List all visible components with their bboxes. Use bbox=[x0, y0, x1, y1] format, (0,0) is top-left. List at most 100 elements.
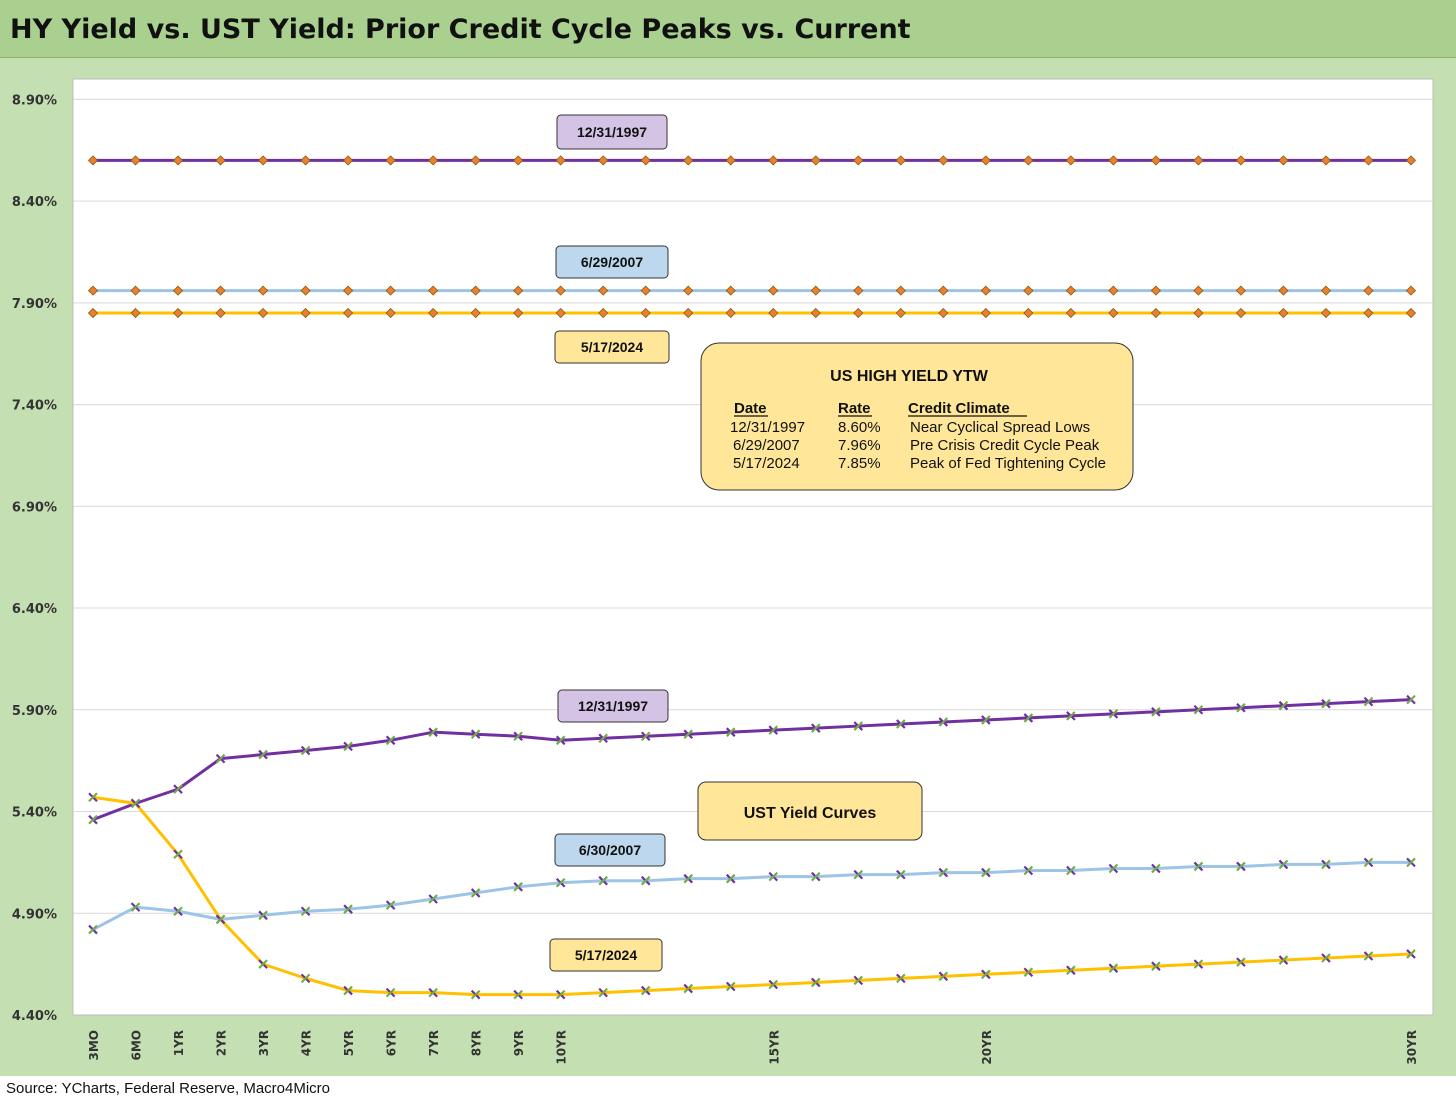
hy-point bbox=[1320, 285, 1332, 296]
hy-point bbox=[1320, 307, 1332, 319]
ust-point bbox=[470, 888, 481, 898]
hy-table-cell: 12/31/1997 bbox=[730, 419, 805, 436]
ust-point bbox=[1193, 861, 1204, 872]
ust-point bbox=[1066, 711, 1076, 721]
hy-point bbox=[598, 155, 609, 166]
hy-point bbox=[1405, 285, 1417, 296]
ust-point bbox=[1151, 707, 1161, 717]
ust-point bbox=[385, 900, 396, 910]
ust-point bbox=[598, 733, 608, 744]
ust-point bbox=[981, 969, 991, 980]
hy-point bbox=[343, 307, 354, 319]
hy-point bbox=[385, 285, 396, 296]
hy-point bbox=[725, 285, 736, 296]
ust-point bbox=[1363, 696, 1374, 707]
hy-point bbox=[895, 307, 906, 319]
hy-point bbox=[343, 285, 354, 296]
hy-point bbox=[343, 155, 354, 166]
ust-point bbox=[640, 985, 651, 996]
ust-point bbox=[513, 882, 523, 892]
ust-series-line bbox=[92, 860, 1411, 931]
y-tick-label: 6.40% bbox=[12, 602, 57, 617]
ust-point bbox=[640, 875, 651, 886]
hy-point bbox=[555, 307, 566, 319]
ust-point bbox=[385, 735, 396, 746]
x-tick-label: 6MO bbox=[130, 1030, 144, 1061]
hy-point bbox=[895, 155, 906, 166]
ust-point bbox=[981, 867, 991, 878]
ust-point bbox=[810, 871, 821, 882]
hy-point bbox=[1193, 285, 1204, 296]
ust-point bbox=[385, 987, 396, 998]
ust-point bbox=[1108, 863, 1119, 874]
ust-point bbox=[343, 985, 353, 996]
hy-point bbox=[428, 155, 439, 166]
ust-point bbox=[1151, 863, 1161, 874]
ust-point bbox=[343, 741, 353, 752]
ust-label-1997: 12/31/1997 bbox=[578, 698, 648, 714]
ust-point bbox=[1236, 702, 1246, 713]
ust-point bbox=[513, 731, 523, 742]
plot-area bbox=[72, 78, 1434, 1016]
hy-point bbox=[1405, 307, 1417, 319]
hy-point bbox=[215, 307, 226, 319]
hy-point bbox=[980, 307, 991, 319]
hy-point bbox=[470, 307, 481, 319]
ust-point bbox=[215, 914, 226, 925]
hy-point bbox=[130, 307, 141, 319]
hy-label-1997-box bbox=[556, 114, 668, 150]
ust-label-2007: 6/30/2007 bbox=[579, 842, 641, 858]
hy-point bbox=[980, 155, 991, 166]
hy-point bbox=[1235, 285, 1247, 296]
ust-point bbox=[640, 731, 651, 742]
hy-table-column-header: Credit Climate bbox=[908, 400, 1010, 417]
ust-point bbox=[1278, 859, 1289, 870]
ust-point bbox=[555, 735, 566, 746]
x-tick-label: 9YR bbox=[512, 1030, 526, 1056]
hy-point bbox=[215, 285, 226, 296]
ust-point bbox=[428, 894, 438, 904]
ust-point bbox=[1406, 949, 1416, 959]
hy-point bbox=[683, 307, 694, 319]
ust-point bbox=[725, 727, 736, 737]
title-bar: HY Yield vs. UST Yield: Prior Credit Cyc… bbox=[0, 0, 1456, 58]
ust-point bbox=[768, 979, 779, 990]
y-tick-label: 5.40% bbox=[12, 806, 57, 821]
ust-box bbox=[697, 781, 923, 841]
hy-table-cell: Peak of Fed Tightening Cycle bbox=[910, 455, 1106, 472]
ust-point bbox=[1278, 955, 1289, 965]
ust-point bbox=[853, 975, 864, 986]
hy-point bbox=[640, 155, 651, 166]
hy-point bbox=[428, 307, 439, 319]
ust-point bbox=[683, 873, 694, 884]
y-tick-label: 7.90% bbox=[12, 297, 57, 312]
ust-point bbox=[88, 924, 98, 935]
ust-point bbox=[215, 753, 226, 764]
ust-series-line bbox=[92, 795, 1412, 997]
x-tick-label: 4YR bbox=[300, 1030, 314, 1056]
ust-point bbox=[938, 717, 949, 727]
hy-point bbox=[300, 285, 311, 296]
hy-point bbox=[1065, 285, 1076, 296]
ust-point bbox=[896, 973, 906, 984]
x-tick-label: 1YR bbox=[172, 1030, 186, 1056]
chart-svg: 4.40% 4.90% 5.40% 5.90% 6.40% 6.90% 7.40% 7.90%… bbox=[12, 78, 1434, 1065]
hy-point bbox=[87, 285, 99, 296]
hy-table-heading: US HIGH YIELD YTW bbox=[830, 368, 989, 385]
hy-point bbox=[853, 285, 864, 296]
ust-label-2024-box bbox=[549, 938, 663, 972]
ust-point bbox=[981, 715, 991, 725]
ust-point bbox=[470, 989, 481, 1000]
ust-point bbox=[1363, 951, 1374, 961]
hy-table-cell: 6/29/2007 bbox=[733, 437, 800, 454]
hy-point bbox=[513, 285, 524, 296]
hy-point bbox=[768, 307, 779, 319]
hy-point bbox=[810, 155, 821, 166]
ust-point bbox=[88, 792, 98, 803]
ust-label-1997-box bbox=[557, 689, 669, 723]
ust-point bbox=[1321, 859, 1331, 870]
ust-label-2007-box bbox=[554, 833, 666, 867]
ust-point bbox=[1108, 709, 1119, 719]
ust-point bbox=[1406, 857, 1416, 868]
hy-point bbox=[470, 155, 481, 166]
